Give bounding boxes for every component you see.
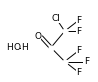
Text: H: H: [21, 43, 27, 52]
Text: F: F: [84, 57, 89, 66]
Text: F: F: [76, 68, 81, 77]
Text: F: F: [76, 46, 81, 55]
Text: Cl: Cl: [51, 14, 60, 23]
Text: H: H: [6, 43, 13, 52]
Text: O: O: [13, 43, 20, 52]
Text: F: F: [76, 16, 81, 25]
Text: O: O: [34, 32, 41, 41]
Text: F: F: [76, 27, 81, 36]
